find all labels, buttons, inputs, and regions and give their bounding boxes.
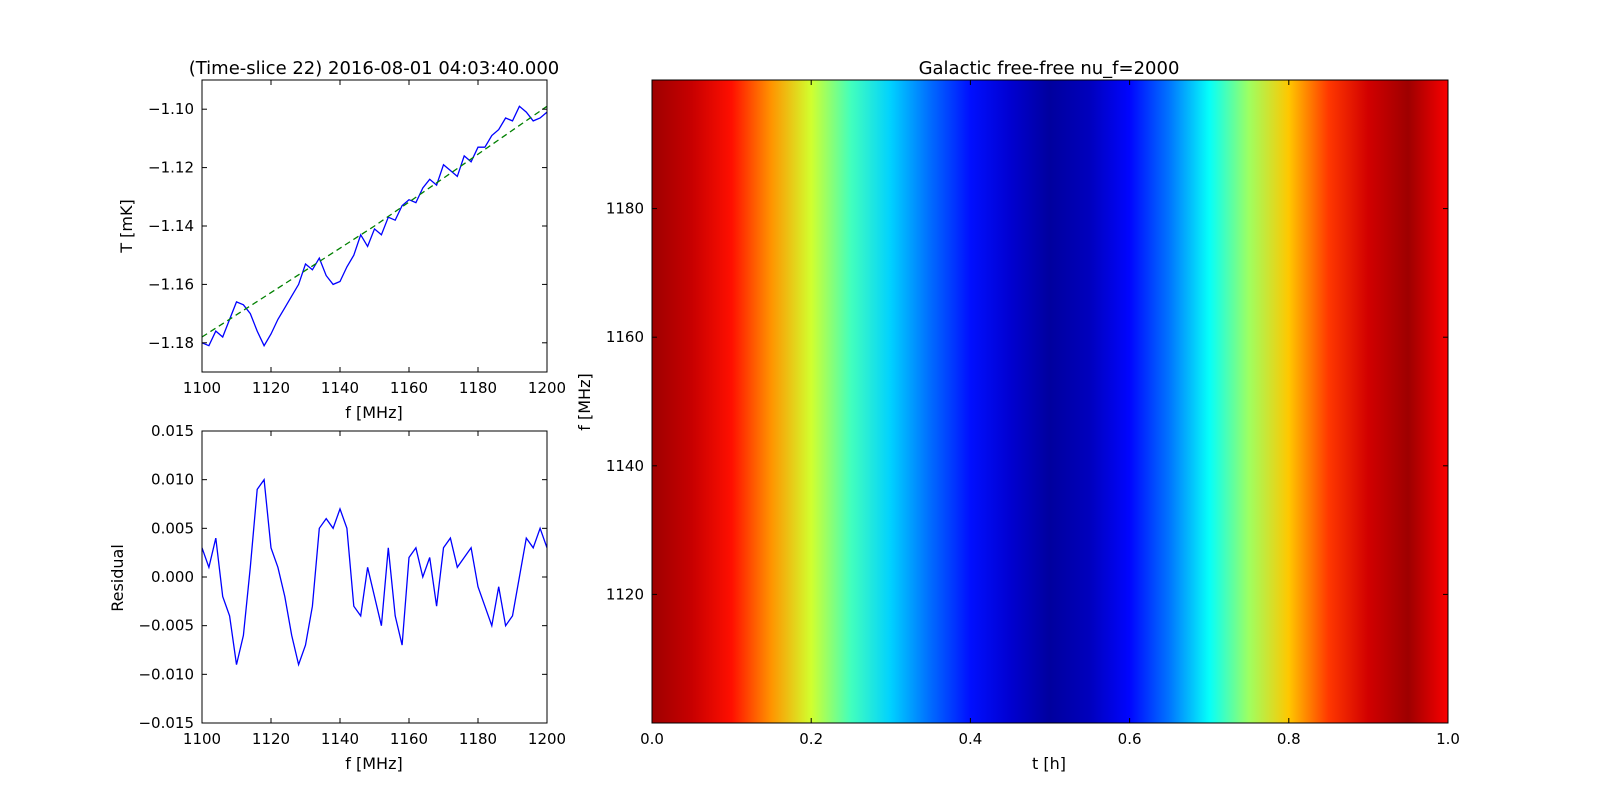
heatmap-x-tick-label: 0.4 <box>958 730 982 748</box>
heatmap-panel: Galactic free-free nu_f=2000 0.0 0.2 0.4 0.… <box>575 58 1460 773</box>
spectrum-x-label: f [MHz] <box>345 403 402 422</box>
residual-y-tick-label: 0.005 <box>151 519 194 537</box>
heatmap-x-tick-label: 0.2 <box>799 730 823 748</box>
residual-series-0-line <box>202 477 547 667</box>
heatmap-title: Galactic free-free nu_f=2000 <box>919 58 1180 79</box>
residual-x-tick-label: 1160 <box>390 730 428 748</box>
spectrum-x-tick-label: 1180 <box>459 379 497 397</box>
residual-y-tick-label: −0.015 <box>138 714 194 732</box>
residual-x-label: f [MHz] <box>345 754 402 773</box>
residual-x-tick-label: 1180 <box>459 730 497 748</box>
heatmap-x-tick-label: 0.6 <box>1118 730 1142 748</box>
heatmap-y-tick-label: 1140 <box>606 457 644 475</box>
residual-x-tick-label: 1200 <box>528 730 566 748</box>
spectrum-y-tick-label: −1.14 <box>148 217 194 235</box>
spectrum-series-0-line <box>202 105 547 348</box>
spectrum-y-tick-label: −1.12 <box>148 159 194 177</box>
residual-x-tick-label: 1100 <box>183 730 221 748</box>
spectrum-series-1-line <box>202 105 547 338</box>
heatmap-y-tick-label: 1180 <box>606 200 644 218</box>
residual-y-tick-label: −0.005 <box>138 617 194 635</box>
residual-y-tick-label: 0.000 <box>151 568 194 586</box>
spectrum-y-tick-label: −1.16 <box>148 275 194 293</box>
heatmap-x-tick-label: 0.0 <box>640 730 664 748</box>
spectrum-y-label: T [mK] <box>117 199 136 253</box>
heatmap-image <box>652 80 1448 723</box>
residual-x-tick-label: 1120 <box>252 730 290 748</box>
spectrum-title: (Time-slice 22) 2016-08-01 04:03:40.000 <box>189 58 560 79</box>
residual-plot-frame <box>201 430 548 724</box>
spectrum-panel: (Time-slice 22) 2016-08-01 04:03:40.000 … <box>117 58 566 422</box>
residual-x-tick-label: 1140 <box>321 730 359 748</box>
heatmap-x-tick-label: 0.8 <box>1277 730 1301 748</box>
residual-panel: 1100 1120 1140 1160 1180 1200 −0.015 −0.010 −0.0… <box>108 422 566 773</box>
spectrum-x-tick-label: 1120 <box>252 379 290 397</box>
heatmap-y-label: f [MHz] <box>575 373 594 430</box>
heatmap-x-label: t [h] <box>1032 754 1066 773</box>
residual-y-label: Residual <box>108 544 127 612</box>
spectrum-x-tick-label: 1200 <box>528 379 566 397</box>
spectrum-y-tick-label: −1.10 <box>148 100 194 118</box>
heatmap-frame <box>651 79 1449 724</box>
spectrum-x-tick-label: 1100 <box>183 379 221 397</box>
heatmap-y-tick-label: 1160 <box>606 328 644 346</box>
residual-y-tick-label: 0.015 <box>151 422 194 440</box>
heatmap-x-tick-label: 1.0 <box>1436 730 1460 748</box>
spectrum-y-tick-label: −1.18 <box>148 334 194 352</box>
heatmap-y-tick-label: 1120 <box>606 585 644 603</box>
residual-y-tick-label: −0.010 <box>138 665 194 683</box>
spectrum-x-tick-label: 1160 <box>390 379 428 397</box>
residual-y-tick-label: 0.010 <box>151 471 194 489</box>
spectrum-x-tick-label: 1140 <box>321 379 359 397</box>
